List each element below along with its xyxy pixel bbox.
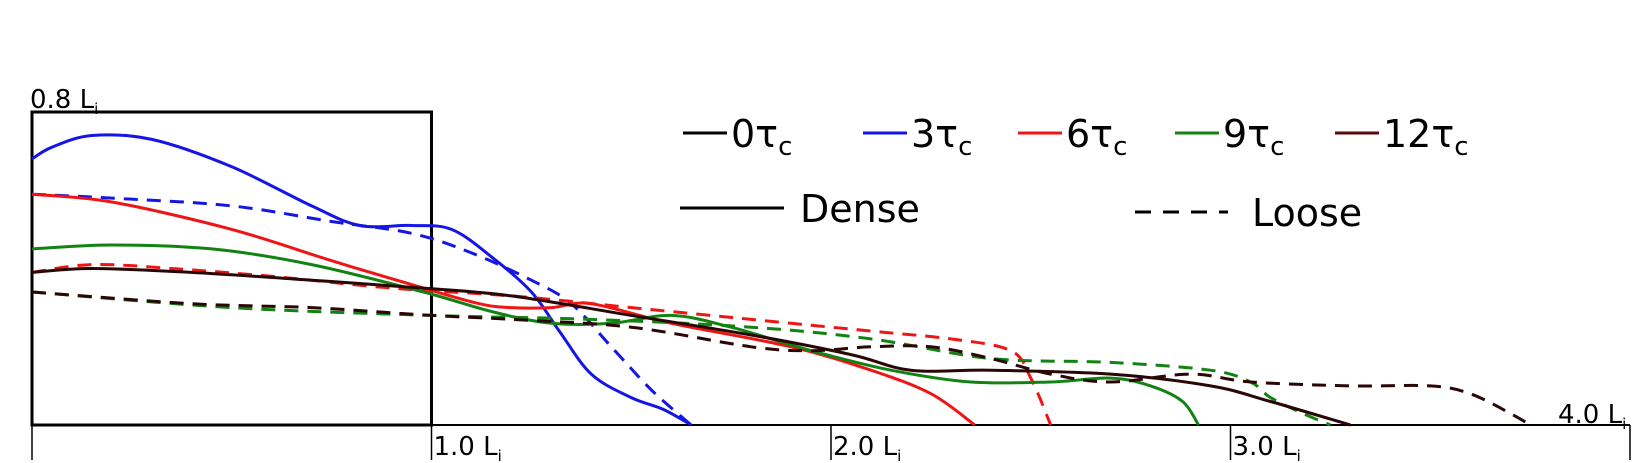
tick-labels: 1.0 Li 2.0 Li 3.0 Li 4.0 Li 0.8 Li bbox=[30, 85, 1626, 463]
legend-label-3tc: 3τc bbox=[911, 112, 972, 162]
x-axis bbox=[31, 424, 1631, 460]
series-group bbox=[31, 133, 1531, 427]
x-tick-label-1: 1.0 Li bbox=[434, 432, 502, 463]
series-line-3tc-dense bbox=[31, 133, 692, 427]
legend-label-9tc: 9τc bbox=[1223, 112, 1284, 162]
legend-label-6tc: 6τc bbox=[1066, 112, 1127, 162]
series-line-12tc-dense bbox=[31, 267, 1351, 427]
series-line-12tc-loose bbox=[31, 290, 1531, 427]
legend: 0τc 3τc 6τc 9τc 12τc Dense Loose bbox=[680, 112, 1469, 235]
series-line-6tc-loose bbox=[31, 262, 1053, 426]
x-tick-label-4: 4.0 Li bbox=[1558, 400, 1626, 433]
y-top-label: 0.8 Li bbox=[30, 85, 98, 118]
legend-label-12tc: 12τc bbox=[1383, 112, 1469, 162]
x-tick-label-2: 2.0 Li bbox=[833, 432, 901, 463]
series-line-3tc-loose bbox=[31, 192, 693, 427]
legend-style-label-loose: Loose bbox=[1252, 191, 1362, 235]
x-tick-label-3: 3.0 Li bbox=[1233, 432, 1301, 463]
legend-label-0tc: 0τc bbox=[731, 112, 792, 162]
series-line-9tc-loose bbox=[31, 290, 1331, 427]
series-line-6tc-dense bbox=[31, 192, 976, 427]
series-line-9tc-dense bbox=[31, 243, 1200, 426]
legend-style-label-dense: Dense bbox=[800, 187, 920, 231]
